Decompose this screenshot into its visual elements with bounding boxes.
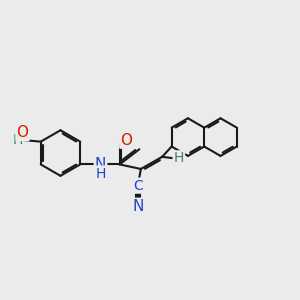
Text: H: H xyxy=(95,167,106,181)
Text: O: O xyxy=(16,125,28,140)
Text: C: C xyxy=(133,179,143,193)
Text: O: O xyxy=(120,133,132,148)
Text: H: H xyxy=(12,133,22,147)
Text: N: N xyxy=(132,199,143,214)
Text: N: N xyxy=(95,157,106,172)
Text: H: H xyxy=(174,151,184,165)
